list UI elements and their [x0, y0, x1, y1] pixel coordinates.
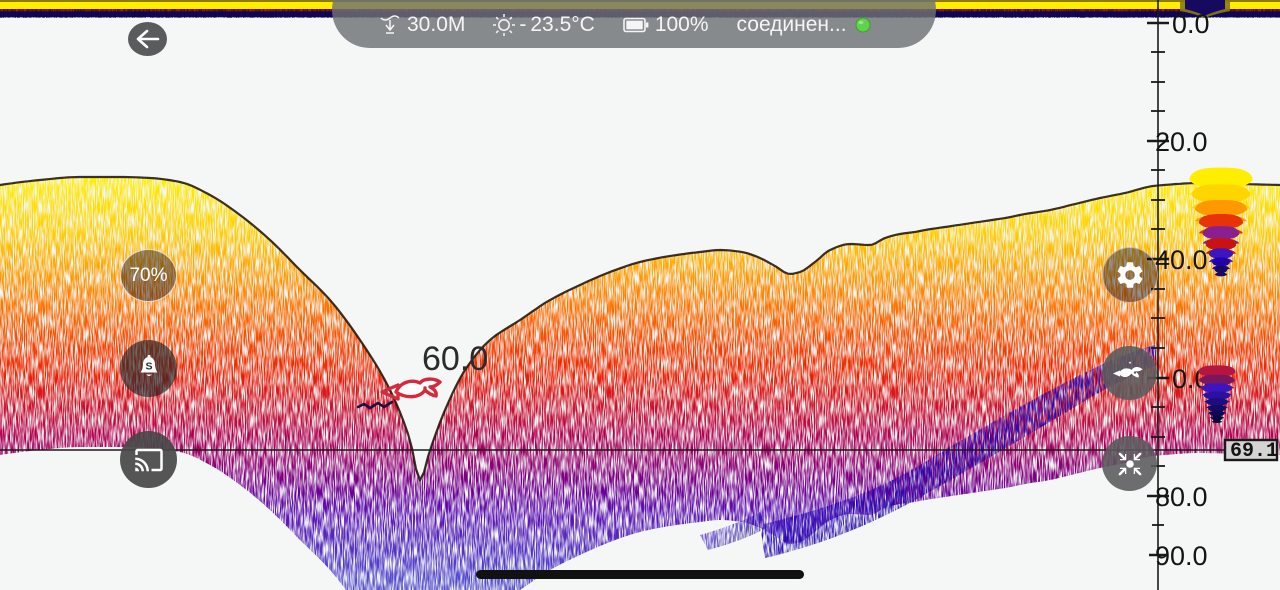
- svg-text:80.0: 80.0: [1155, 482, 1208, 512]
- svg-text:60.0: 60.0: [422, 340, 488, 378]
- svg-text:S: S: [145, 360, 152, 372]
- svg-text:40.0: 40.0: [1155, 245, 1208, 275]
- svg-text:90.0: 90.0: [1155, 541, 1208, 571]
- svg-text:20.0: 20.0: [1155, 127, 1208, 157]
- svg-text:69.1: 69.1: [1230, 440, 1278, 463]
